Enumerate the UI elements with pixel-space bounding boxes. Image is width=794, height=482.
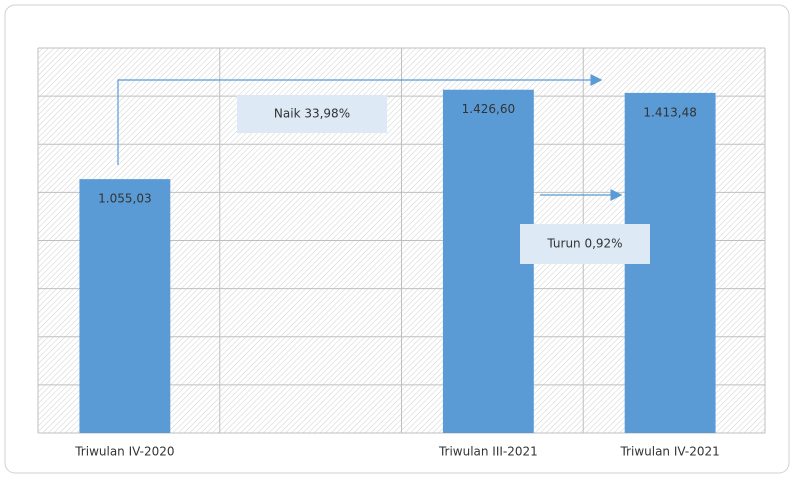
annotation: Naik 33,98% [274,107,350,121]
annotation-box [520,224,650,264]
bar [79,179,171,433]
arrow [117,74,603,165]
x-tick-label: Triwulan III-2021 [438,445,538,459]
data-label: 1.055,03 [98,192,151,206]
x-tick-label: Triwulan IV-2020 [74,445,174,459]
annotation: Turun 0,92% [546,237,622,251]
x-tick-label: Triwulan IV-2021 [619,445,719,459]
data-label: 1.426,60 [462,102,515,116]
data-label: 1.413,48 [643,105,696,119]
annotation-box [237,95,387,133]
bar [442,89,534,434]
